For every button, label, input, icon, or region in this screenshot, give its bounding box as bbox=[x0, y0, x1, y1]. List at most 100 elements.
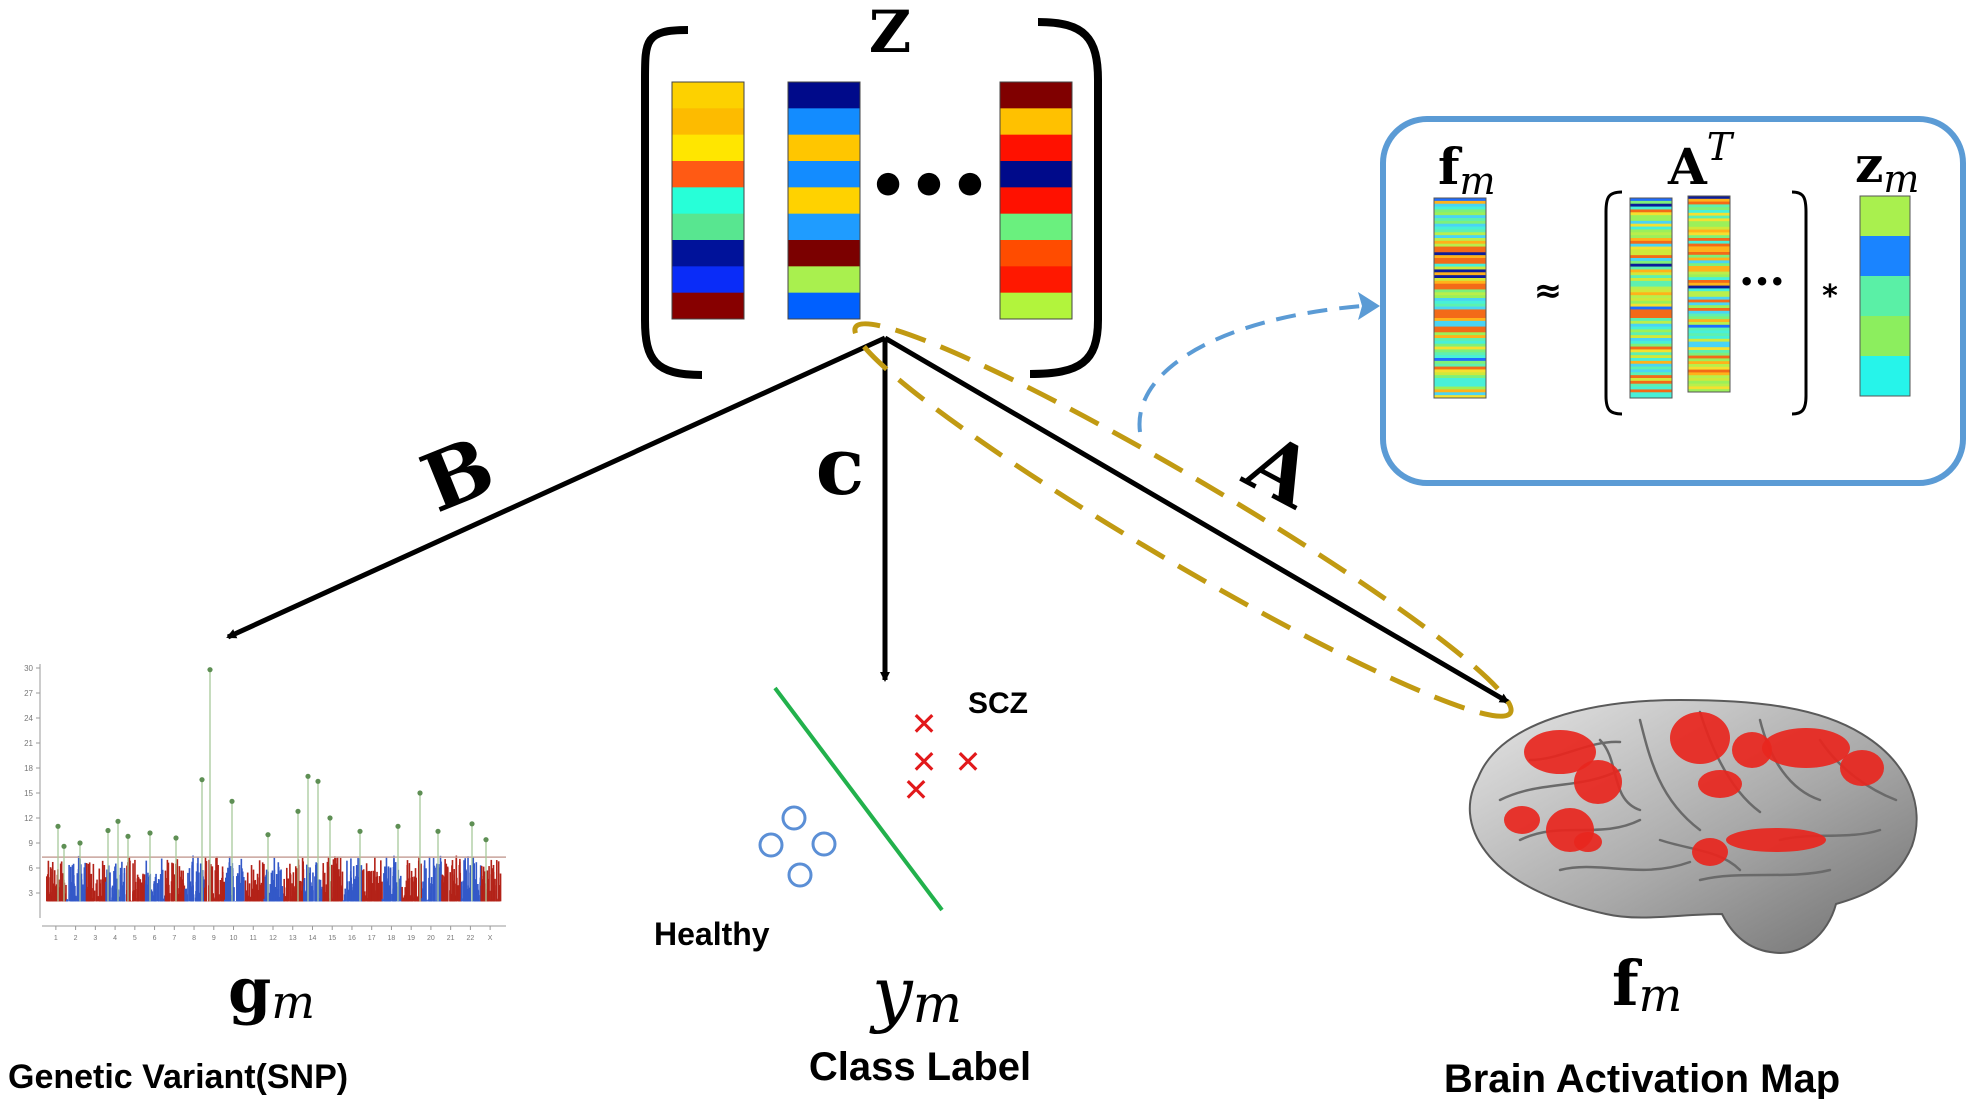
manhattan-x-tick-label: 15 bbox=[328, 935, 336, 942]
manhattan-y-tick-label: 18 bbox=[24, 764, 33, 773]
manhattan-point bbox=[420, 863, 422, 902]
manhattan-point bbox=[227, 867, 229, 902]
manhattan-point bbox=[317, 886, 320, 902]
fm-band bbox=[1434, 209, 1486, 213]
at-band bbox=[1688, 294, 1730, 298]
manhattan-point bbox=[171, 862, 173, 902]
manhattan-point bbox=[348, 881, 351, 902]
at-band bbox=[1630, 238, 1672, 242]
class-scatter: ✕✕ ✕✕ SCZ Healthy bbox=[654, 686, 1028, 952]
manhattan-point bbox=[389, 867, 392, 902]
manhattan-point bbox=[92, 898, 94, 902]
manhattan-point bbox=[399, 875, 402, 902]
manhattan-point bbox=[78, 863, 80, 902]
manhattan-point bbox=[301, 890, 303, 902]
manhattan-point bbox=[376, 900, 379, 902]
manhattan-point bbox=[369, 880, 372, 902]
manhattan-point bbox=[153, 899, 156, 902]
manhattan-point bbox=[88, 900, 91, 902]
decomp-matrix-symbol: AT bbox=[1667, 125, 1735, 196]
edge-a-arrow bbox=[883, 335, 1510, 705]
manhattan-point bbox=[225, 872, 228, 902]
manhattan-point bbox=[352, 866, 355, 902]
manhattan-point bbox=[322, 870, 325, 902]
manhattan-point bbox=[119, 874, 122, 902]
at-band bbox=[1630, 358, 1672, 362]
manhattan-point bbox=[494, 878, 496, 902]
at-band bbox=[1630, 318, 1672, 322]
manhattan-peak-point bbox=[207, 667, 213, 673]
brain-activation-blob bbox=[1698, 770, 1742, 798]
manhattan-point bbox=[488, 866, 490, 902]
manhattan-x-tick-label: 6 bbox=[153, 935, 157, 942]
manhattan-point bbox=[230, 899, 233, 902]
manhattan-x-tick-label: 16 bbox=[348, 935, 356, 942]
manhattan-y-ticks: 30 27 24 21 18 15 12 9 6 3 bbox=[24, 664, 40, 898]
manhattan-point bbox=[74, 885, 76, 902]
manhattan-point bbox=[497, 861, 500, 902]
manhattan-point bbox=[159, 880, 162, 902]
manhattan-point bbox=[312, 890, 314, 902]
manhattan-point bbox=[219, 880, 222, 902]
genetic-symbol: gm bbox=[228, 954, 315, 1029]
at-band bbox=[1688, 226, 1730, 230]
zm-band bbox=[1860, 276, 1910, 317]
at-band bbox=[1688, 291, 1730, 295]
decomp-times-symbol: * bbox=[1822, 279, 1838, 314]
manhattan-point bbox=[283, 878, 286, 902]
manhattan-point bbox=[69, 894, 72, 902]
healthy-point bbox=[758, 832, 784, 858]
manhattan-point bbox=[467, 856, 469, 902]
manhattan-point bbox=[325, 884, 328, 902]
at-band bbox=[1630, 200, 1672, 205]
manhattan-x-tick-label: 13 bbox=[289, 935, 297, 942]
manhattan-point bbox=[263, 863, 265, 902]
manhattan-point bbox=[128, 879, 131, 902]
manhattan-point bbox=[300, 881, 302, 902]
at-band bbox=[1688, 378, 1730, 382]
matrix-cell bbox=[788, 134, 860, 162]
at-band bbox=[1688, 218, 1730, 222]
manhattan-point bbox=[250, 865, 253, 902]
fm-band bbox=[1434, 206, 1486, 210]
manhattan-point bbox=[164, 870, 167, 902]
manhattan-point bbox=[63, 893, 66, 902]
manhattan-x-tick-label: 22 bbox=[466, 935, 474, 942]
scz-label: SCZ bbox=[968, 687, 1028, 720]
manhattan-point bbox=[422, 897, 425, 902]
manhattan-point bbox=[415, 877, 417, 902]
manhattan-peak-point bbox=[469, 821, 475, 827]
manhattan-point bbox=[61, 895, 64, 902]
manhattan-point bbox=[76, 873, 79, 902]
matrix-cell bbox=[788, 108, 860, 136]
manhattan-point bbox=[434, 900, 437, 902]
matrix-cell bbox=[1000, 134, 1072, 162]
at-band bbox=[1688, 215, 1730, 219]
at-band bbox=[1630, 372, 1672, 376]
manhattan-point bbox=[337, 877, 340, 902]
latent-matrix: Z ••• bbox=[641, 0, 1102, 379]
manhattan-peaks bbox=[55, 667, 489, 902]
manhattan-point bbox=[72, 863, 75, 902]
at-band bbox=[1630, 326, 1672, 330]
manhattan-point bbox=[472, 857, 475, 902]
at-band bbox=[1630, 378, 1672, 382]
manhattan-x-tick-label: 1 bbox=[54, 935, 58, 942]
manhattan-point bbox=[176, 859, 179, 902]
fm-band bbox=[1434, 300, 1486, 305]
manhattan-point bbox=[480, 865, 483, 902]
manhattan-point bbox=[473, 863, 476, 902]
manhattan-point bbox=[357, 899, 359, 902]
manhattan-point bbox=[281, 886, 284, 902]
manhattan-point bbox=[179, 899, 181, 902]
at-band bbox=[1688, 358, 1730, 362]
manhattan-point bbox=[372, 870, 375, 902]
fm-band bbox=[1434, 343, 1486, 347]
at-band bbox=[1688, 282, 1730, 286]
manhattan-point bbox=[393, 858, 395, 902]
manhattan-peak-point bbox=[77, 840, 83, 846]
manhattan-point bbox=[477, 884, 479, 902]
matrix-cell bbox=[1000, 292, 1072, 320]
at-band bbox=[1630, 209, 1672, 213]
manhattan-point bbox=[254, 896, 257, 902]
